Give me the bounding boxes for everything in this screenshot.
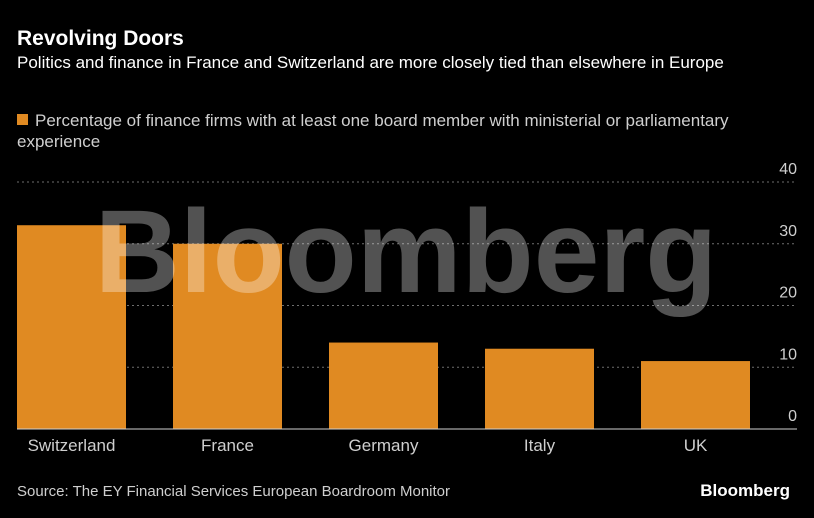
bloomberg-watermark: Bloomberg [95,186,718,318]
chart-legend: Percentage of finance firms with at leas… [17,110,737,152]
bar-uk [641,361,750,429]
legend-swatch [17,114,28,125]
y-tick-label: 0 [788,408,797,425]
y-tick-label: 20 [779,285,797,302]
bar-switzerland [17,225,126,429]
bar-italy [485,348,594,429]
x-tick-label: Italy [524,436,556,455]
bloomberg-logo: Bloomberg [700,481,790,500]
y-tick-label: 30 [779,223,797,240]
bar-france [173,243,282,429]
y-tick-label: 10 [779,346,797,363]
bar-layer [17,225,750,429]
tick-layer: 0 10 20 30 40 [779,161,797,425]
chart-subtitle: Politics and finance in France and Switz… [17,53,724,72]
bar-germany [329,342,438,429]
x-tick-label: Switzerland [28,436,116,455]
x-tick-label: UK [684,436,708,455]
x-tick-label: France [201,436,254,455]
category-layer: Switzerland France Germany Italy UK [28,436,708,455]
x-tick-label: Germany [349,436,419,455]
source-note: Source: The EY Financial Services Europe… [17,483,451,500]
chart-title: Revolving Doors [17,27,184,50]
y-tick-label: 40 [779,161,797,178]
legend-label: Percentage of finance firms with at leas… [17,111,729,151]
